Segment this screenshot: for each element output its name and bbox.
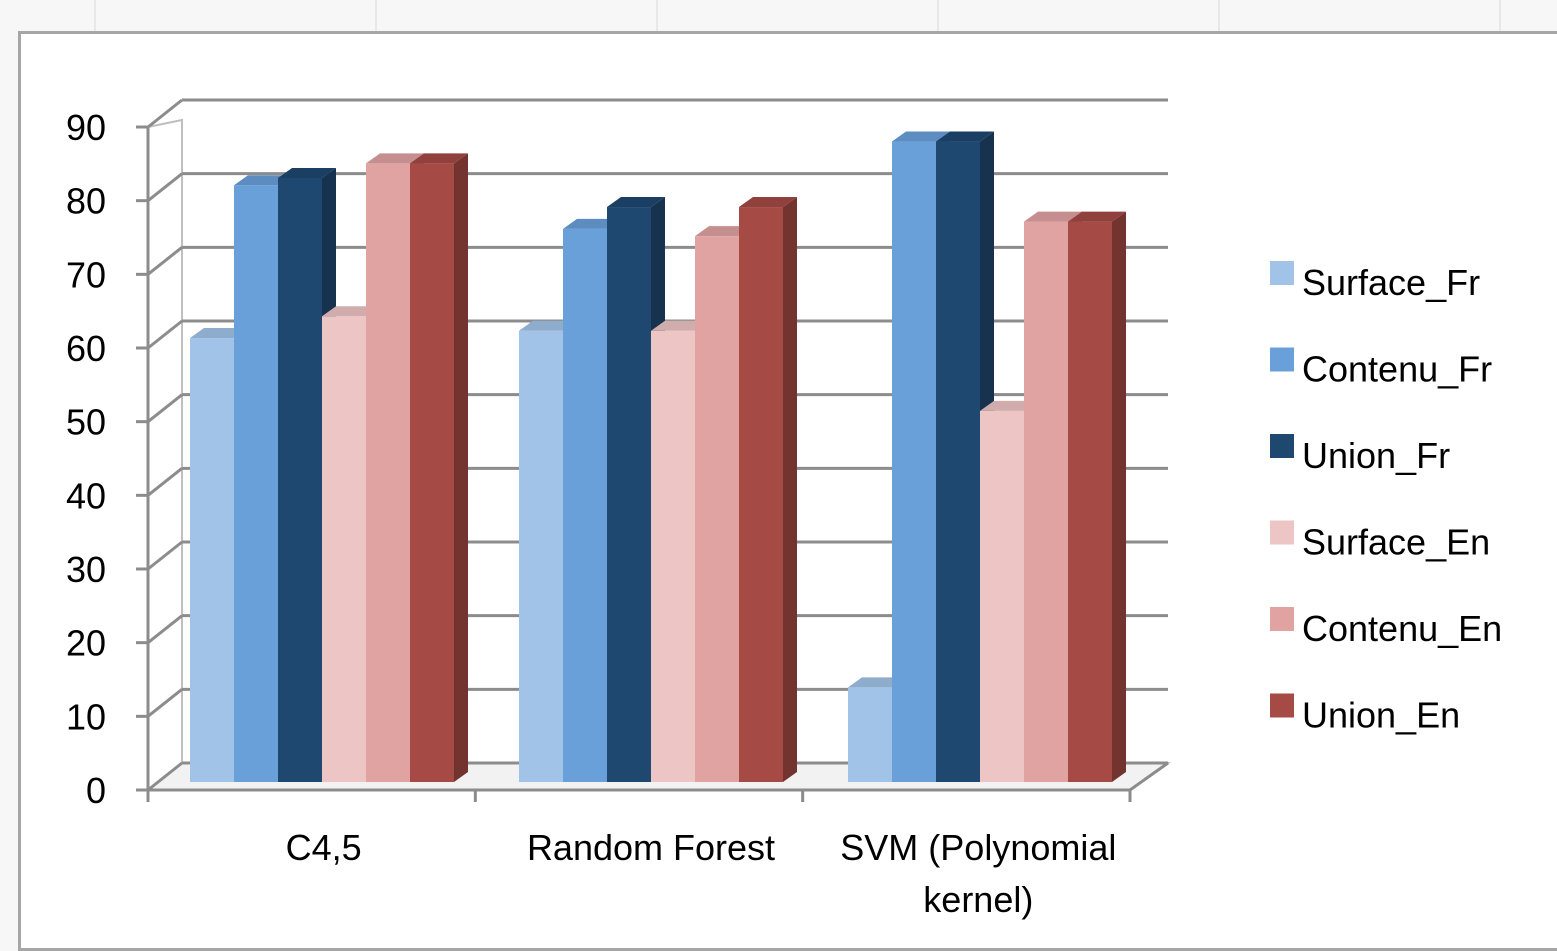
bar [651, 330, 695, 782]
bar [563, 228, 607, 782]
y-axis: 0 10 20 30 40 50 60 70 80 90 [66, 107, 150, 811]
side-wall [147, 118, 183, 792]
x-category-label: Random Forest [527, 827, 775, 868]
bar-top [563, 218, 621, 229]
bar-top [322, 306, 380, 317]
legend-label: Union_En [1302, 695, 1460, 736]
bar-top [278, 167, 336, 178]
x-category-label: kernel) [923, 879, 1033, 920]
bar-top [651, 320, 709, 331]
legend-swatch [1270, 607, 1294, 631]
gridline-diagonal [147, 761, 183, 792]
y-tick-label: 0 [86, 770, 106, 811]
y-tick-label: 80 [66, 181, 106, 222]
gridline-diagonal [147, 393, 183, 423]
bar-top [1024, 211, 1082, 222]
legend-swatch [1270, 261, 1294, 285]
y-tick-label: 70 [66, 254, 106, 295]
gridline-diagonal [147, 467, 183, 497]
legend-label: Surface_Fr [1302, 262, 1480, 303]
bar-top [936, 131, 994, 142]
bar-side [783, 197, 797, 783]
x-axis: C4,5 Random Forest SVM (Polynomial kernel) [146, 761, 1169, 920]
legend-item: Union_Fr [1270, 434, 1450, 476]
bar [848, 687, 892, 782]
bar [410, 163, 454, 782]
legend-label: Union_Fr [1302, 435, 1450, 476]
bar-group [190, 153, 468, 782]
legend-swatch [1270, 520, 1294, 545]
x-category-label: SVM (Polynomial [840, 827, 1116, 868]
bar [322, 316, 366, 782]
legend-swatch [1270, 347, 1294, 372]
bar-top [848, 677, 906, 688]
bar-side [454, 153, 468, 782]
bar-top [892, 131, 950, 142]
legend-item: Union_En [1270, 693, 1460, 736]
bar [1024, 221, 1068, 783]
y-tick-label: 90 [66, 107, 106, 148]
bar-top [739, 197, 797, 208]
bar-group [519, 197, 797, 783]
bars-group [190, 131, 1126, 783]
legend-item: Surface_Fr [1270, 261, 1480, 303]
y-tick-label: 20 [66, 623, 106, 664]
y-tick-label: 40 [66, 475, 106, 516]
bar-top [519, 320, 577, 331]
gridline-diagonal [147, 98, 183, 129]
bar-top [366, 153, 424, 164]
legend-item: Contenu_En [1270, 607, 1502, 649]
gridline-diagonal [147, 246, 183, 276]
spreadsheet-gridlines [94, 0, 1501, 31]
bar-top [695, 226, 753, 237]
bar [739, 207, 783, 783]
gridline-diagonal [147, 172, 183, 202]
bar [519, 330, 563, 782]
bar-group [848, 131, 1126, 783]
gridline-diagonal [147, 614, 183, 644]
legend-item: Surface_En [1270, 520, 1490, 563]
legend-item: Contenu_Fr [1270, 347, 1492, 390]
bar-top [234, 175, 292, 186]
bar-top [410, 153, 468, 164]
bar-side [1112, 211, 1126, 783]
bar [366, 163, 410, 782]
legend-label: Surface_En [1302, 522, 1490, 563]
bar-top [1068, 211, 1126, 222]
x-category-label: C4,5 [286, 827, 362, 868]
y-tick-label: 50 [66, 402, 106, 443]
bar [892, 141, 936, 783]
gridline-diagonal [147, 688, 183, 718]
legend-label: Contenu_En [1302, 608, 1502, 649]
x-axis-edge [1129, 761, 1169, 792]
legend-swatch [1270, 434, 1294, 458]
y-tick-label: 10 [66, 696, 106, 737]
legend-label: Contenu_Fr [1302, 349, 1492, 390]
bar-top [190, 328, 248, 339]
bar [278, 177, 322, 782]
bar [1068, 221, 1112, 783]
legend: Surface_Fr Contenu_Fr Union_Fr Surface_En Co… [1270, 261, 1502, 736]
bar-top [607, 197, 665, 208]
y-tick-label: 30 [66, 549, 106, 590]
bar-top [980, 400, 1038, 411]
bar [234, 185, 278, 782]
legend-swatch [1270, 693, 1294, 718]
y-tick-label: 60 [66, 328, 106, 369]
bar [607, 207, 651, 783]
bar [190, 338, 234, 782]
bar [980, 410, 1024, 782]
bar [695, 236, 739, 782]
gridline-diagonal [147, 319, 183, 350]
bar [936, 141, 980, 783]
gridline-diagonal [147, 540, 183, 571]
